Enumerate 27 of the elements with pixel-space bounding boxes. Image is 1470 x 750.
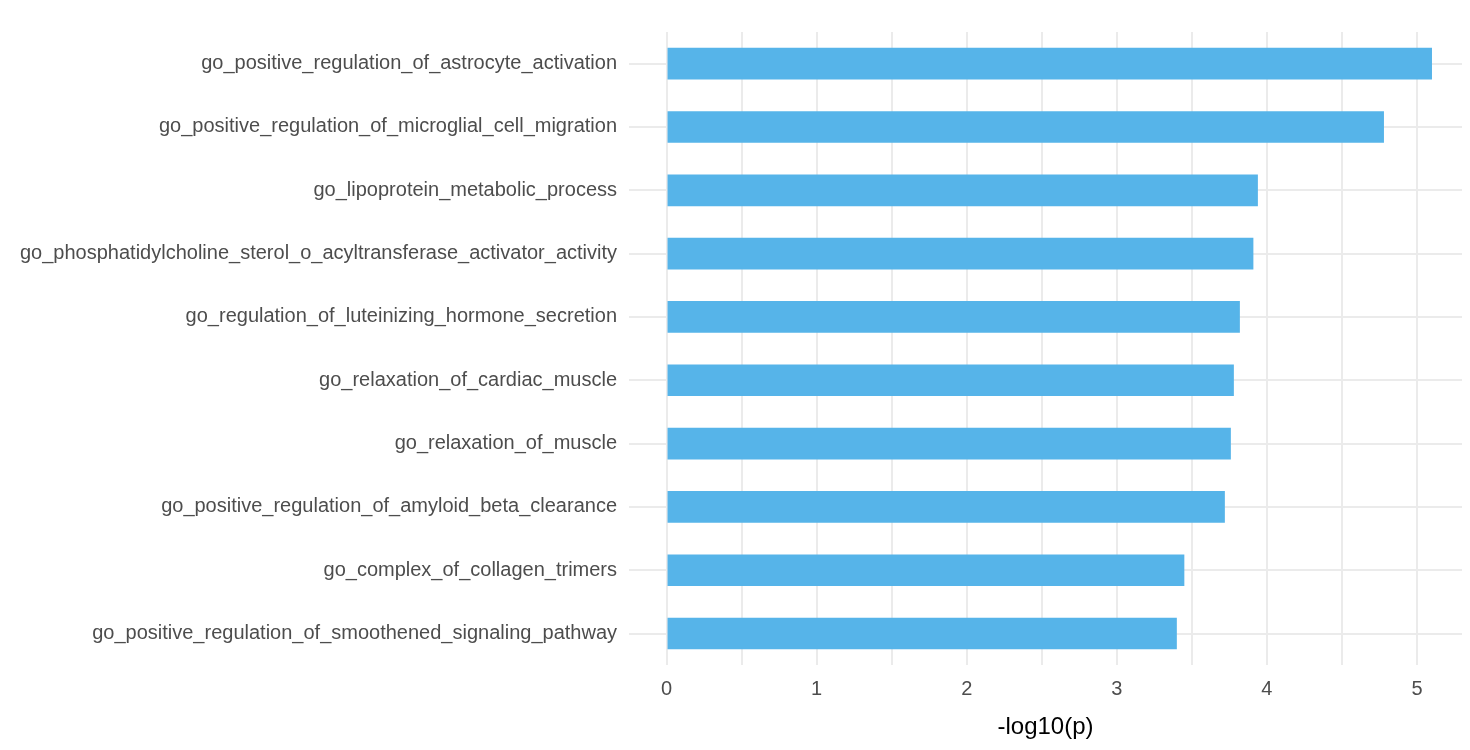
y-tick-label: go_phosphatidylcholine_sterol_o_acyltransferase_activator_activity [19, 241, 618, 265]
bar [667, 47, 1432, 80]
x-tick-label: 3 [1111, 676, 1123, 699]
x-tick-label: 5 [1411, 676, 1423, 699]
x-axis-title: -log10(p) [997, 712, 1094, 740]
bar [667, 111, 1384, 143]
y-tick-label: go_positive_regulation_of_microglial_cell_migration [158, 114, 618, 138]
y-tick-label: go_relaxation_of_muscle [394, 431, 618, 455]
bar [667, 491, 1225, 523]
bar [667, 427, 1231, 460]
bar [667, 301, 1240, 333]
bar [667, 554, 1185, 587]
x-tick-label: 4 [1261, 676, 1273, 699]
bar [667, 364, 1234, 397]
x-tick-label: 1 [811, 676, 823, 699]
y-tick-label: go_complex_of_collagen_trimers [323, 557, 618, 581]
bar [667, 174, 1258, 207]
bar [667, 237, 1254, 270]
y-tick-label: go_regulation_of_luteinizing_hormone_secretion [185, 304, 618, 328]
y-tick-label: go_positive_regulation_of_smoothened_signaling_pathway [92, 621, 618, 645]
x-tick-label: 2 [961, 676, 973, 699]
y-tick-label: go_positive_regulation_of_astrocyte_activation [201, 51, 618, 75]
bar [667, 617, 1177, 650]
y-tick-label: go_positive_regulation_of_amyloid_beta_clearance [161, 494, 618, 518]
y-tick-label: go_relaxation_of_cardiac_muscle [319, 367, 618, 391]
x-tick-label: 0 [660, 676, 673, 699]
y-tick-label: go_lipoprotein_metabolic_process [313, 177, 618, 201]
